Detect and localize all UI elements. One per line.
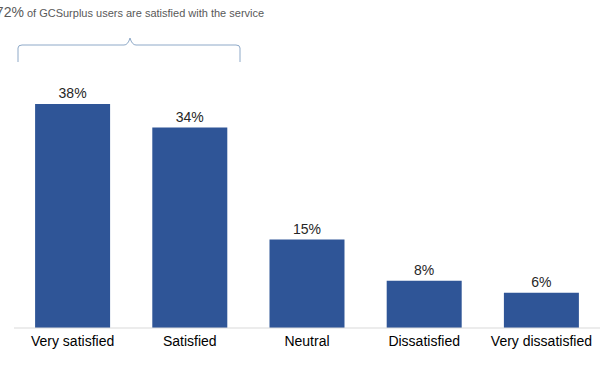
svg-text:38%: 38%	[59, 85, 87, 101]
svg-text:Neutral: Neutral	[284, 333, 329, 349]
svg-text:15%: 15%	[293, 221, 321, 237]
svg-text:Very satisfied: Very satisfied	[31, 333, 114, 349]
svg-text:8%: 8%	[414, 262, 434, 278]
svg-text:Dissatisfied: Dissatisfied	[388, 333, 460, 349]
svg-text:Satisfied: Satisfied	[163, 333, 217, 349]
svg-text:6%: 6%	[531, 274, 551, 290]
svg-text:Very dissatisfied: Very dissatisfied	[491, 333, 592, 349]
svg-text:34%: 34%	[176, 109, 204, 125]
svg-text:72% of GCSurplus users are sat: 72% of GCSurplus users are satisfied wit…	[8, 4, 264, 20]
